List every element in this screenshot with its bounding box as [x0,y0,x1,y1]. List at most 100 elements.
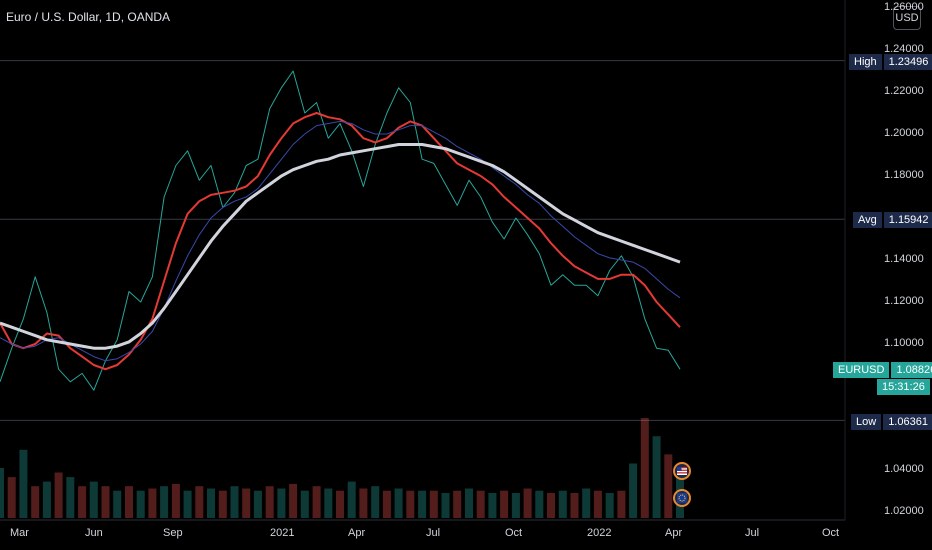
symbol-label: EURUSD [833,362,890,378]
volume-bar [629,463,638,518]
volume-bar [54,472,63,518]
volume-bar [195,486,204,518]
time-tick-label: Oct [505,527,523,539]
volume-bar [394,488,403,518]
volume-bar [652,436,661,518]
time-tick-label: 2021 [270,527,295,539]
volume-bar [101,486,110,518]
volume-bar [89,481,98,518]
price-tick-label: 1.26000 [884,1,924,13]
volume-bar [523,488,532,518]
low-value: 1.06361 [883,414,932,430]
price-tick-label: 1.10000 [884,337,924,349]
time-tick-label: Mar [10,527,29,539]
time-tick-label: Jun [85,527,103,539]
price-tick-label: 1.04000 [884,463,924,475]
volume-bars [0,418,684,518]
volume-bar [113,490,122,518]
volume-bar [593,490,602,518]
avg-label: Avg [853,212,882,228]
price-tick-label: 1.22000 [884,85,924,97]
high-label: High [849,54,882,70]
price-tick-label: 1.18000 [884,169,924,181]
volume-bar [207,488,215,518]
volume-bar [277,488,286,518]
volume-bar [312,486,321,518]
volume-bar [488,493,497,518]
volume-bar [570,493,579,518]
time-tick-label: Apr [665,527,683,539]
eu-flag-icon[interactable] [673,489,691,507]
series-line-1 [0,112,681,371]
volume-bar [347,481,356,518]
price-tick-label: 1.02000 [884,505,924,517]
volume-bar [617,490,626,518]
volume-bar [476,490,485,518]
volume-bar [19,449,28,518]
time-tick-label: Jul [426,527,441,539]
bar-countdown: 15:31:26 [877,379,930,395]
price-tick-label: 1.12000 [884,295,924,307]
volume-bar [605,493,614,518]
volume-bar [511,493,520,518]
price-series [0,70,681,391]
volume-bar [324,488,333,518]
chart-title: Euro / U.S. Dollar, 1D, OANDA [6,10,171,24]
time-tick-label: Jul [745,527,760,539]
volume-bar [465,488,473,518]
volume-bar [441,493,450,518]
price-tick-label: 1.20000 [884,127,924,139]
volume-bar [289,483,298,518]
volume-bar [218,490,227,518]
volume-bar [429,490,438,518]
us-flag-icon[interactable] [673,462,691,480]
volume-bar [160,486,169,518]
time-tick-label: 2022 [587,527,612,539]
high-value: 1.23496 [883,54,932,70]
volume-bar [359,488,368,518]
volume-bar [582,488,591,518]
reference-lines [0,60,845,421]
volume-bar [640,418,649,518]
volume-bar [31,486,40,518]
volume-bar [547,493,555,518]
volume-bar [406,490,415,518]
volume-bar [535,490,544,518]
avg-tag: Avg 1.15942 [853,212,932,228]
volume-bar [664,454,673,518]
volume-bar [42,481,51,518]
time-tick-label: Sep [163,527,183,539]
price-tick-label: 1.14000 [884,253,924,265]
volume-bar [7,477,16,518]
volume-bar [171,483,180,518]
volume-bar [300,490,309,518]
low-label: Low [851,414,882,430]
volume-bar [265,486,274,518]
time-tick-label: Oct [822,527,840,539]
volume-bar [500,490,509,518]
volume-bar [242,488,251,518]
volume-bar [125,486,133,518]
avg-value: 1.15942 [883,212,932,228]
currency-button[interactable]: USD [893,6,921,30]
high-tag: High 1.23496 [849,54,932,70]
volume-bar [183,490,192,518]
volume-bar [253,490,262,518]
volume-bar [371,486,380,518]
price-tick-label: 1.24000 [884,43,924,55]
volume-bar [66,477,75,518]
volume-bar [148,488,157,518]
low-tag: Low 1.06361 [851,414,932,430]
last-price-tag: EURUSD 1.08826 15:31:26 [833,362,932,395]
time-tick-label: Apr [348,527,366,539]
series-line-3 [0,143,681,350]
volume-bar [382,490,391,518]
volume-bar [0,468,4,518]
series-line-2 [0,120,681,362]
last-price-value: 1.08826 [891,362,932,378]
volume-bar [136,490,145,518]
volume-bar [418,490,427,518]
volume-bar [78,486,87,518]
volume-bar [453,490,462,518]
